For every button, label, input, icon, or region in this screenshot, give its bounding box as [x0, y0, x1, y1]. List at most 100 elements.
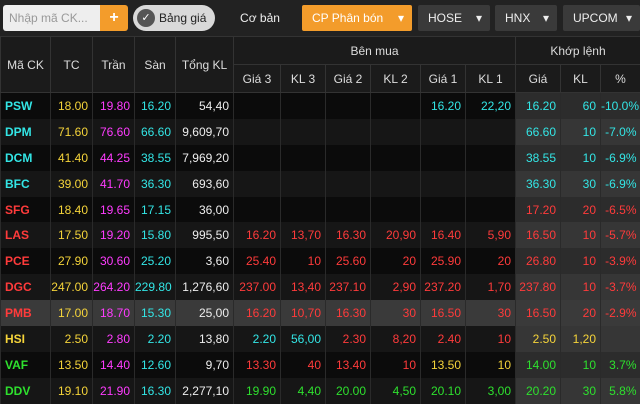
- cell: -10.0%: [601, 93, 640, 119]
- cell: 18.40: [51, 197, 93, 223]
- price-table: Mã CK TC Trần Sàn Tổng KL Bên mua Khớp l…: [0, 36, 640, 404]
- search-input[interactable]: Nhập mã CK...: [3, 5, 100, 31]
- stock-symbol: SFG: [1, 197, 51, 223]
- cell: 20,90: [371, 222, 421, 248]
- header-cell[interactable]: Giá 3: [234, 65, 281, 93]
- cell: 9,609,70: [176, 119, 234, 145]
- cell: 10: [561, 352, 601, 378]
- header-cell[interactable]: %: [601, 65, 640, 93]
- cell: 2.20: [234, 326, 281, 352]
- cell: [326, 197, 371, 223]
- header-cell[interactable]: KL: [561, 65, 601, 93]
- exchange-dropdown[interactable]: UPCOM: [563, 5, 640, 31]
- stock-symbol: VAF: [1, 352, 51, 378]
- cell: [421, 197, 466, 223]
- cell: 66.60: [135, 119, 176, 145]
- header-cell[interactable]: KL 3: [281, 65, 326, 93]
- cell: 25,00: [176, 300, 234, 326]
- cell: 30: [466, 300, 516, 326]
- cell: 41.40: [51, 145, 93, 171]
- header-cell[interactable]: Tổng KL: [176, 37, 234, 93]
- header-cell[interactable]: Mã CK: [1, 37, 51, 93]
- cell: 247.00: [51, 274, 93, 300]
- basic-tab[interactable]: Cơ bản: [225, 5, 295, 31]
- cell: 2.40: [421, 326, 466, 352]
- header-cell[interactable]: Giá 1: [421, 65, 466, 93]
- cell: [281, 197, 326, 223]
- cell: 5,90: [466, 222, 516, 248]
- cell: 19.90: [234, 378, 281, 404]
- header-cell[interactable]: Giá: [516, 65, 561, 93]
- cell: 229.80: [135, 274, 176, 300]
- cell: 17.20: [516, 197, 561, 223]
- cell: 2.50: [516, 326, 561, 352]
- cell: 9,70: [176, 352, 234, 378]
- cell: -6.5%: [601, 197, 640, 223]
- group-dropdown[interactable]: CP Phân bón: [302, 5, 412, 31]
- stock-symbol: PMB: [1, 300, 51, 326]
- cell: [466, 145, 516, 171]
- cell: [326, 171, 371, 197]
- cell: -3.7%: [601, 274, 640, 300]
- cell: 38.55: [516, 145, 561, 171]
- cell: 4,40: [281, 378, 326, 404]
- cell: [466, 171, 516, 197]
- cell: 10: [561, 222, 601, 248]
- cell: 16.50: [421, 300, 466, 326]
- cell: [421, 119, 466, 145]
- cell: 2,90: [371, 274, 421, 300]
- cell: 10: [466, 326, 516, 352]
- cell: [466, 197, 516, 223]
- cell: 30: [561, 171, 601, 197]
- header-cell[interactable]: KL 1: [466, 65, 516, 93]
- price-board-toggle[interactable]: Bảng giá: [133, 5, 215, 31]
- cell: -3.9%: [601, 248, 640, 274]
- cell: 13,40: [281, 274, 326, 300]
- header-cell[interactable]: KL 2: [371, 65, 421, 93]
- cell: 1,276,60: [176, 274, 234, 300]
- cell: 3,60: [176, 248, 234, 274]
- cell: -2.9%: [601, 300, 640, 326]
- cell: 25.20: [135, 248, 176, 274]
- cell: 71.60: [51, 119, 93, 145]
- cell: 10: [561, 145, 601, 171]
- group-header: Khớp lệnh: [516, 37, 640, 65]
- cell: 21.90: [93, 378, 135, 404]
- exchange-dropdown[interactable]: HNX: [495, 5, 557, 31]
- cell: -6.9%: [601, 171, 640, 197]
- cell: 264.20: [93, 274, 135, 300]
- header-cell[interactable]: Giá 2: [326, 65, 371, 93]
- cell: 10: [371, 352, 421, 378]
- add-button[interactable]: +: [100, 5, 128, 31]
- cell: [234, 145, 281, 171]
- toolbar: Nhập mã CK... + Bảng giá Cơ bản CP Phân …: [0, 0, 640, 36]
- cell: 14.40: [93, 352, 135, 378]
- cell: 76.60: [93, 119, 135, 145]
- cell: 25.90: [421, 248, 466, 274]
- cell: 16.20: [421, 93, 466, 119]
- cell: [234, 119, 281, 145]
- header-cell[interactable]: TC: [51, 37, 93, 93]
- cell: 10: [561, 248, 601, 274]
- cell: 2,277,10: [176, 378, 234, 404]
- cell: 38.55: [135, 145, 176, 171]
- header-cell[interactable]: Sàn: [135, 37, 176, 93]
- exchange-dropdown[interactable]: HOSE: [418, 5, 490, 31]
- cell: 36,00: [176, 197, 234, 223]
- cell: 56,00: [281, 326, 326, 352]
- cell: [234, 171, 281, 197]
- cell: 20.20: [516, 378, 561, 404]
- header-cell[interactable]: Trần: [93, 37, 135, 93]
